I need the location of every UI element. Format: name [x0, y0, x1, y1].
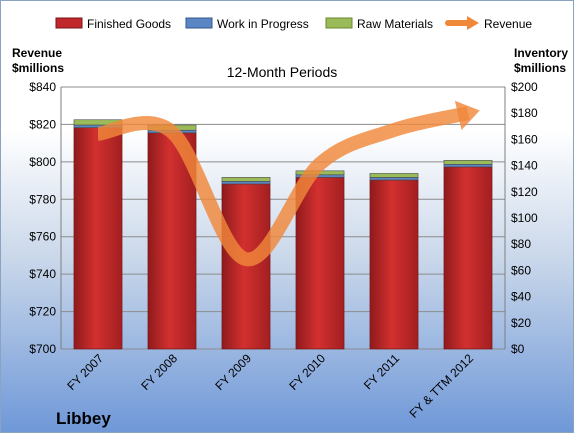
right-tick-label: $140	[511, 159, 538, 173]
left-tick-label: $700	[29, 342, 56, 356]
x-tick-label: FY 2007	[64, 351, 106, 393]
bar-work-in-progress	[221, 181, 271, 185]
right-tick-label: $0	[511, 342, 525, 356]
revenue-series-line	[96, 106, 470, 267]
left-tick-label: $820	[29, 117, 56, 131]
right-tick-label: $100	[511, 211, 538, 225]
bar-finished-goods	[295, 177, 345, 350]
legend-swatch-raw-materials	[325, 17, 353, 29]
bar-finished-goods	[443, 166, 493, 350]
left-tick-label: $800	[29, 155, 56, 169]
company-name: Libbey	[56, 409, 111, 428]
legend-swatch-finished-goods	[55, 17, 83, 29]
bars	[73, 119, 493, 350]
bar-raw-materials	[369, 173, 419, 178]
bar-finished-goods	[221, 183, 271, 350]
right-tick-label: $120	[511, 185, 538, 199]
legend-label-raw-materials: Raw Materials	[357, 17, 433, 31]
left-axis-ticks: $700 $720 $740 $760 $780 $800 $820 $840	[29, 80, 56, 356]
left-tick-label: $720	[29, 305, 56, 319]
plot-title: 12-Month Periods	[227, 64, 338, 80]
x-axis-labels: FY 2007 FY 2008 FY 2009 FY 2010 FY 2011 FY & …	[64, 351, 476, 421]
bar-raw-materials	[443, 160, 493, 165]
gridlines	[60, 86, 506, 350]
x-tick-label: FY 2010	[286, 351, 328, 393]
x-tick-label: FY & TTM 2012	[407, 351, 477, 421]
bar-finished-goods	[369, 179, 419, 350]
right-tick-label: $20	[511, 316, 531, 330]
revenue-line	[96, 100, 480, 267]
revenue-arrowhead	[454, 100, 480, 131]
left-tick-label: $760	[29, 230, 56, 244]
bar-work-in-progress	[369, 177, 419, 181]
left-tick-label: $780	[29, 192, 56, 206]
right-tick-label: $40	[511, 290, 531, 304]
left-tick-label: $740	[29, 267, 56, 281]
legend-label-revenue: Revenue	[484, 17, 532, 31]
legend-swatch-work-in-progress	[185, 17, 213, 29]
left-axis-title-line1: Revenue	[12, 46, 62, 60]
legend: Finished Goods Work in Progress Raw Mate…	[55, 16, 532, 31]
right-tick-label: $200	[511, 80, 538, 94]
x-tick-label: FY 2008	[138, 351, 180, 393]
left-tick-label: $840	[29, 80, 56, 94]
bar-raw-materials	[221, 177, 271, 182]
right-axis-title-line2: $millions	[514, 61, 566, 75]
right-tick-label: $180	[511, 106, 538, 120]
x-tick-label: FY 2009	[212, 351, 254, 393]
bar-work-in-progress	[443, 163, 493, 168]
legend-label-finished-goods: Finished Goods	[87, 17, 171, 31]
legend-label-work-in-progress: Work in Progress	[217, 17, 309, 31]
legend-arrow-revenue	[467, 16, 479, 30]
right-axis-title-line1: Inventory	[514, 46, 568, 60]
bar-finished-goods	[73, 127, 123, 350]
right-tick-label: $160	[511, 132, 538, 146]
left-axis-title-line2: $millions	[12, 61, 64, 75]
x-tick-label: FY 2011	[361, 351, 402, 392]
right-axis-ticks: $0 $20 $40 $60 $80 $100 $120 $140 $160 $180 $200	[511, 80, 538, 356]
right-tick-label: $60	[511, 263, 531, 277]
right-tick-label: $80	[511, 237, 531, 251]
